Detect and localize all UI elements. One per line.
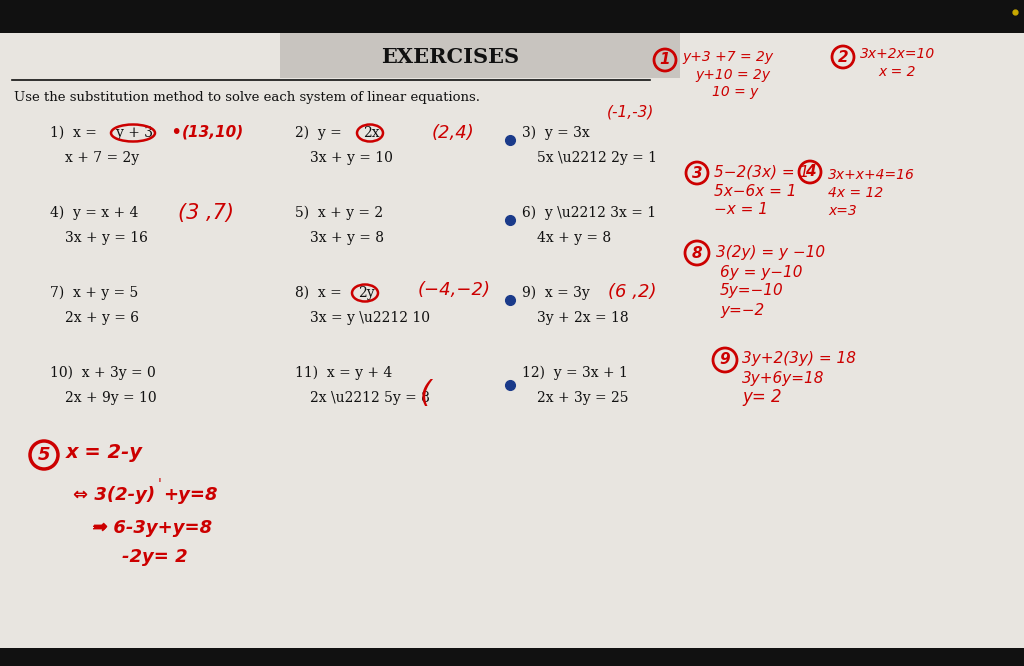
Text: y + 3: y + 3: [116, 126, 153, 140]
Text: 3x + y = 8: 3x + y = 8: [310, 231, 384, 245]
Text: 2x \u2212 5y = 8: 2x \u2212 5y = 8: [310, 391, 430, 405]
Text: 2x: 2x: [362, 126, 380, 140]
Text: (3 ,7): (3 ,7): [178, 203, 234, 223]
Text: 10)  x + 3y = 0: 10) x + 3y = 0: [50, 366, 156, 380]
Text: 3x+2x=10: 3x+2x=10: [860, 47, 935, 61]
Text: 4x = 12: 4x = 12: [828, 186, 884, 200]
Text: 5x \u2212 2y = 1: 5x \u2212 2y = 1: [537, 151, 657, 165]
Text: 3x+x+4=16: 3x+x+4=16: [828, 168, 914, 182]
Text: 9: 9: [720, 352, 730, 368]
Text: −x = 1: −x = 1: [714, 202, 768, 218]
Text: 5: 5: [38, 446, 50, 464]
Text: 2x + y = 6: 2x + y = 6: [65, 311, 139, 325]
Text: y+3 +7 = 2y: y+3 +7 = 2y: [682, 50, 773, 64]
Text: 6y = y−10: 6y = y−10: [720, 264, 803, 280]
Text: 4x + y = 8: 4x + y = 8: [537, 231, 611, 245]
Text: (2,4): (2,4): [432, 124, 475, 142]
Text: ⇔ 3(2-y): ⇔ 3(2-y): [73, 486, 155, 504]
Text: (: (: [420, 378, 432, 408]
Text: •: •: [170, 123, 181, 143]
Text: 5)  x + y = 2: 5) x + y = 2: [295, 206, 383, 220]
Text: 2x + 9y = 10: 2x + 9y = 10: [65, 391, 157, 405]
Text: x = 2-y: x = 2-y: [66, 444, 143, 462]
Text: 3x + y = 16: 3x + y = 16: [65, 231, 147, 245]
Text: 2)  y =: 2) y =: [295, 126, 342, 141]
Text: (-1,-3): (-1,-3): [607, 105, 654, 119]
Text: 3: 3: [691, 165, 702, 180]
Text: 2y: 2y: [358, 286, 375, 300]
Text: 5−2(3x) = 1: 5−2(3x) = 1: [714, 165, 809, 180]
Text: EXERCISES: EXERCISES: [381, 47, 519, 67]
Text: -2y= 2: -2y= 2: [122, 548, 187, 566]
Text: ⇒ 6-3y+y=8: ⇒ 6-3y+y=8: [92, 519, 212, 537]
Text: 3)  y = 3x: 3) y = 3x: [522, 126, 590, 141]
Text: 8: 8: [691, 246, 702, 260]
Text: (−4,−2): (−4,−2): [418, 281, 490, 299]
Text: 9)  x = 3y: 9) x = 3y: [522, 286, 590, 300]
Text: 3(2y) = y −10: 3(2y) = y −10: [716, 244, 825, 260]
Text: +y=8: +y=8: [163, 486, 217, 504]
Bar: [0, 0, 1024, 33]
Text: y=−2: y=−2: [720, 302, 764, 318]
Text: x=3: x=3: [828, 204, 857, 218]
Text: x + 7 = 2y: x + 7 = 2y: [65, 151, 139, 165]
Text: 12)  y = 3x + 1: 12) y = 3x + 1: [522, 366, 628, 380]
Text: 2x + 3y = 25: 2x + 3y = 25: [537, 391, 629, 405]
Text: 2: 2: [838, 49, 848, 65]
Text: 5y=−10: 5y=−10: [720, 284, 783, 298]
Text: 4)  y = x + 4: 4) y = x + 4: [50, 206, 138, 220]
Text: ': ': [158, 477, 162, 491]
Text: 10 = y: 10 = y: [712, 85, 759, 99]
Text: x = 2: x = 2: [878, 65, 915, 79]
Text: y= 2: y= 2: [742, 388, 781, 406]
Text: 1: 1: [659, 53, 671, 67]
Text: y+10 = 2y: y+10 = 2y: [695, 68, 770, 82]
Text: ⇒: ⇒: [93, 518, 109, 536]
Text: 11)  x = y + 4: 11) x = y + 4: [295, 366, 392, 380]
Text: 7)  x + y = 5: 7) x + y = 5: [50, 286, 138, 300]
Text: 4: 4: [805, 165, 815, 180]
Text: (13,10): (13,10): [182, 125, 245, 139]
Text: 8)  x =: 8) x =: [295, 286, 342, 300]
Text: 3x = y \u2212 10: 3x = y \u2212 10: [310, 311, 430, 325]
Text: 3y+6y=18: 3y+6y=18: [742, 370, 824, 386]
Bar: [0, 648, 1024, 666]
Text: 3y + 2x = 18: 3y + 2x = 18: [537, 311, 629, 325]
Text: 6)  y \u2212 3x = 1: 6) y \u2212 3x = 1: [522, 206, 656, 220]
Text: Use the substitution method to solve each system of linear equations.: Use the substitution method to solve eac…: [14, 91, 480, 103]
Text: 1)  x =: 1) x =: [50, 126, 97, 140]
Text: 3x + y = 10: 3x + y = 10: [310, 151, 393, 165]
Text: (6 ,2): (6 ,2): [608, 283, 656, 301]
Bar: [280, 30, 680, 78]
Text: 5x−6x = 1: 5x−6x = 1: [714, 184, 797, 200]
Text: 3y+2(3y) = 18: 3y+2(3y) = 18: [742, 350, 856, 366]
